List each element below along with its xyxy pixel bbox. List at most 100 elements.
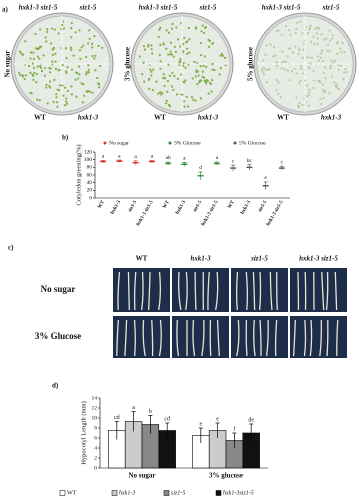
significance-letter: b xyxy=(149,409,152,415)
seedling xyxy=(33,71,36,74)
seedling xyxy=(221,54,224,57)
seedling xyxy=(162,76,165,79)
seedling xyxy=(343,51,346,54)
seedling xyxy=(322,71,325,75)
seedling xyxy=(30,92,33,95)
seedling xyxy=(188,51,191,54)
seedling xyxy=(162,42,165,45)
seedling xyxy=(201,319,205,357)
seedling xyxy=(70,21,73,25)
condition-label: No sugar xyxy=(4,50,12,77)
seedling xyxy=(52,46,56,49)
seedling xyxy=(337,88,340,91)
seedling xyxy=(293,67,296,70)
y-tick-label: 20 xyxy=(87,188,93,194)
seedling xyxy=(193,60,196,63)
legend-label: 5% Glucose xyxy=(239,140,266,146)
seedling xyxy=(75,71,78,74)
plate-label: siz1-5 xyxy=(79,4,97,12)
seedling xyxy=(18,50,22,53)
seedling xyxy=(138,55,142,58)
seedling xyxy=(64,47,68,50)
seedling xyxy=(301,103,304,106)
seedling xyxy=(70,48,73,52)
seedling xyxy=(179,57,182,60)
seedling xyxy=(290,70,294,73)
panel-label: d) xyxy=(52,382,59,390)
condition-label: 3% glucose xyxy=(124,47,132,81)
seedling xyxy=(288,78,291,82)
seedling xyxy=(94,69,97,72)
seedling xyxy=(183,105,186,108)
significance-letter: e xyxy=(216,416,219,422)
seedling xyxy=(275,89,278,92)
seedling xyxy=(299,20,302,23)
seedling xyxy=(309,27,312,30)
seedling xyxy=(186,105,190,108)
seedling xyxy=(331,75,334,78)
seedling xyxy=(57,69,60,72)
seedling xyxy=(157,35,160,39)
seedling xyxy=(295,72,298,75)
seedling xyxy=(219,66,222,70)
seedling xyxy=(203,55,207,58)
legend-label: No sugar xyxy=(109,140,129,146)
seedling xyxy=(87,64,90,67)
seedling xyxy=(253,319,256,357)
seedling xyxy=(61,23,64,27)
row-label: No sugar xyxy=(41,284,76,294)
photo xyxy=(172,268,229,312)
seedling xyxy=(183,100,186,103)
seedling xyxy=(307,104,310,107)
seedling xyxy=(66,89,70,93)
seedling xyxy=(159,67,162,70)
seedling xyxy=(211,42,215,45)
seedling xyxy=(326,43,330,46)
seedling xyxy=(23,78,26,81)
seedling xyxy=(295,96,298,99)
seedling xyxy=(70,36,73,39)
x-tick-label: WT xyxy=(162,200,171,210)
seedling xyxy=(64,100,68,103)
seedling xyxy=(182,42,185,46)
seedling xyxy=(289,33,292,37)
seedling xyxy=(168,74,171,77)
y-tick-label: 120 xyxy=(84,149,93,155)
seedling xyxy=(298,48,301,52)
seedling xyxy=(20,52,23,55)
seedling xyxy=(275,64,278,68)
plate-label: WT xyxy=(154,114,166,122)
legend-label: hxk1-3 xyxy=(119,490,135,496)
seedling xyxy=(320,33,323,36)
seedling xyxy=(320,102,323,106)
y-tick-label: 80 xyxy=(87,165,93,171)
seedling xyxy=(245,319,248,357)
seedling xyxy=(309,319,313,357)
seedling xyxy=(308,56,311,59)
seedling xyxy=(287,29,291,32)
seedling xyxy=(62,27,66,30)
seedling xyxy=(319,97,322,101)
seedling xyxy=(307,94,310,97)
seedling xyxy=(38,65,42,68)
seedling xyxy=(61,64,64,67)
seedling xyxy=(78,73,81,76)
seedling xyxy=(268,68,271,71)
seedling xyxy=(133,319,136,357)
seedling xyxy=(54,52,57,55)
seedling xyxy=(306,84,309,87)
seedling xyxy=(96,76,99,80)
seedling xyxy=(74,31,77,34)
significance-letter: a xyxy=(132,405,135,411)
seedling xyxy=(59,84,62,87)
seedling xyxy=(203,26,207,29)
seedling xyxy=(325,37,328,40)
seedling xyxy=(163,84,166,88)
seedling xyxy=(143,48,147,51)
seedling xyxy=(175,26,178,29)
seedling xyxy=(303,319,307,357)
significance-letter: cd xyxy=(114,415,120,421)
seedling xyxy=(80,46,83,49)
seedling xyxy=(48,67,52,70)
seedling xyxy=(207,38,210,42)
